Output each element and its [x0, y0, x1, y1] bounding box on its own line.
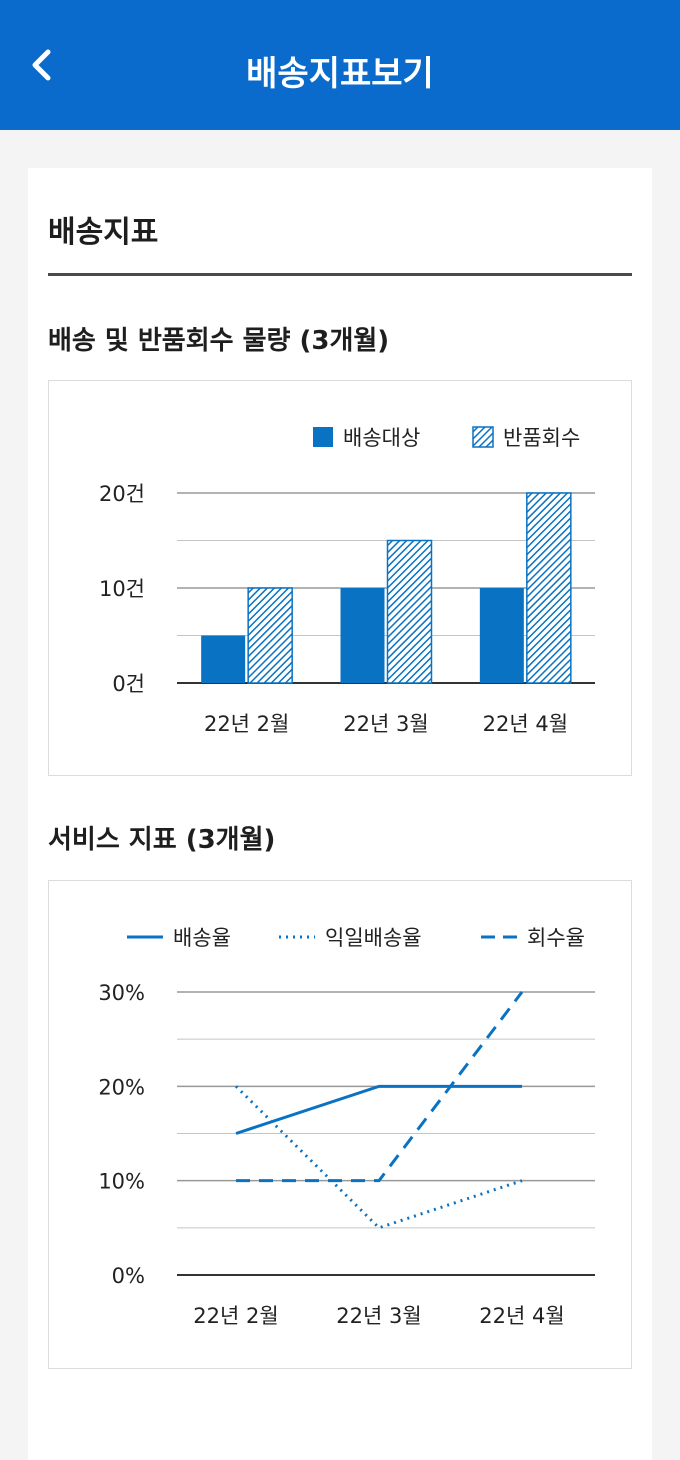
- x-tick-label: 22년 4월: [479, 1304, 564, 1328]
- y-tick-label: 10건: [99, 577, 145, 601]
- legend-swatch: [472, 426, 494, 448]
- legend-label: 회수율: [527, 926, 585, 950]
- y-tick-label: 10%: [98, 1170, 145, 1194]
- y-tick-label: 0건: [112, 672, 145, 696]
- legend-label: 반품회수: [503, 426, 580, 450]
- chevron-left-icon: [32, 49, 51, 81]
- series-line: [235, 1084, 522, 1135]
- series-line: [234, 1085, 523, 1230]
- x-tick-label: 22년 2월: [204, 712, 289, 736]
- section-divider: [48, 273, 632, 276]
- legend-label: 배송대상: [343, 426, 420, 450]
- bar: [479, 588, 524, 683]
- service-chart-box: 0% 10% 20% 30% 22년 2월 22년 3월 22년 4월 배송율 익일배송율 회수율: [48, 880, 632, 1369]
- x-tick-label: 22년 2월: [193, 1304, 278, 1328]
- bar: [340, 588, 385, 683]
- series-line: [236, 991, 524, 1183]
- volume-bar-chart: 0건 10건 20건 22년 2월 22년 3월 22년 4월 배송대상 반품회수: [99, 426, 595, 736]
- bar: [386, 539, 433, 684]
- indicator-card: 배송지표 배송 및 반품회수 물량 (3개월) 0건 10건 20건 22년 2월 22…: [28, 168, 652, 1460]
- bar: [247, 587, 293, 684]
- bar: [526, 492, 572, 684]
- section-title: 배송지표: [48, 215, 159, 250]
- y-tick-label: 20%: [98, 1075, 145, 1099]
- service-line-chart: 0% 10% 20% 30% 22년 2월 22년 3월 22년 4월 배송율 익일배송율 회수율: [98, 926, 595, 1328]
- x-tick-label: 22년 3월: [343, 712, 428, 736]
- legend-swatch: [313, 427, 333, 447]
- legend-label: 익일배송율: [325, 926, 422, 950]
- app-header: 배송지표보기: [0, 0, 680, 130]
- page-title: 배송지표보기: [246, 54, 434, 94]
- bar: [201, 635, 246, 683]
- back-button[interactable]: [22, 45, 62, 85]
- x-tick-label: 22년 4월: [483, 712, 568, 736]
- y-tick-label: 0%: [112, 1264, 145, 1288]
- legend-label: 배송율: [173, 926, 231, 950]
- x-tick-label: 22년 3월: [336, 1304, 421, 1328]
- volume-chart-heading: 배송 및 반품회수 물량 (3개월): [48, 326, 390, 356]
- y-tick-label: 20건: [99, 482, 145, 506]
- service-chart-heading: 서비스 지표 (3개월): [48, 825, 276, 855]
- y-tick-label: 30%: [98, 981, 145, 1005]
- volume-chart-box: 0건 10건 20건 22년 2월 22년 3월 22년 4월 배송대상 반품회수: [48, 380, 632, 776]
